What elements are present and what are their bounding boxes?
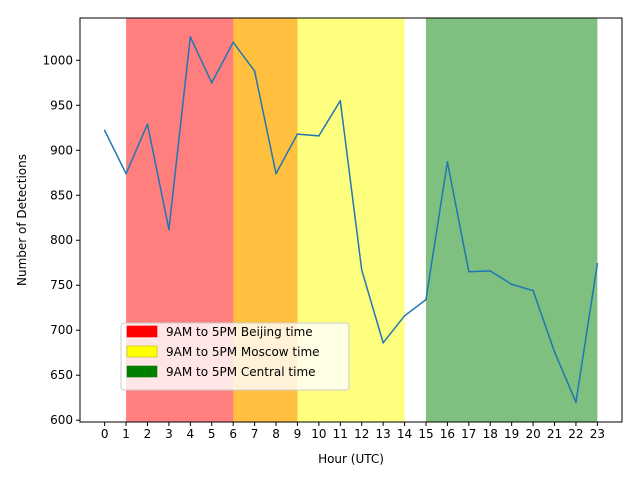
x-tick-label: 13 bbox=[375, 427, 390, 441]
data-point-11 bbox=[339, 99, 342, 102]
data-point-17 bbox=[468, 270, 470, 273]
x-tick-label: 16 bbox=[440, 427, 455, 441]
y-tick-label: 700 bbox=[50, 323, 73, 337]
y-tick-label: 750 bbox=[50, 278, 73, 292]
data-point-7 bbox=[253, 70, 256, 72]
data-point-0 bbox=[103, 129, 106, 132]
data-point-9 bbox=[296, 133, 299, 135]
legend-label-0: 9AM to 5PM Beijing time bbox=[166, 325, 313, 339]
x-tick-label: 18 bbox=[483, 427, 498, 441]
x-tick-label: 19 bbox=[504, 427, 519, 441]
x-tick-label: 20 bbox=[525, 427, 540, 441]
y-tick-label: 850 bbox=[50, 188, 73, 202]
legend-label-1: 9AM to 5PM Moscow time bbox=[166, 345, 320, 359]
y-tick-label: 650 bbox=[50, 368, 73, 382]
data-point-8 bbox=[275, 172, 277, 175]
x-tick-label: 17 bbox=[461, 427, 476, 441]
series-line-0 bbox=[103, 36, 599, 403]
data-point-18 bbox=[489, 270, 492, 272]
x-tick-label: 12 bbox=[354, 427, 369, 441]
legend-swatch-2 bbox=[126, 365, 158, 378]
data-point-20 bbox=[532, 289, 534, 292]
data-point-1 bbox=[125, 172, 127, 175]
data-point-19 bbox=[510, 283, 513, 286]
data-point-12 bbox=[360, 269, 363, 271]
data-point-16 bbox=[446, 161, 449, 163]
data-point-2 bbox=[146, 123, 149, 125]
x-tick-label: 14 bbox=[397, 427, 412, 441]
y-tick-label: 1000 bbox=[42, 53, 73, 67]
x-tick-label: 2 bbox=[144, 427, 152, 441]
data-point-3 bbox=[168, 228, 170, 231]
legend-swatch-0 bbox=[126, 325, 158, 338]
band-2 bbox=[425, 18, 598, 422]
y-tick-label: 950 bbox=[50, 98, 73, 112]
x-tick-label: 9 bbox=[294, 427, 302, 441]
y-axis-ticks: 600 650 700 750 800 850 900 950 1000 bbox=[42, 53, 80, 427]
data-point-14 bbox=[403, 315, 406, 317]
x-tick-label: 4 bbox=[187, 427, 195, 441]
legend-label-2: 9AM to 5PM Central time bbox=[166, 365, 316, 379]
x-tick-label: 15 bbox=[418, 427, 433, 441]
series-line-group bbox=[103, 36, 599, 404]
x-tick-label: 6 bbox=[229, 427, 237, 441]
y-tick-label: 600 bbox=[50, 413, 73, 427]
data-point-21 bbox=[553, 351, 556, 353]
legend-box bbox=[120, 322, 350, 391]
x-tick-label: 0 bbox=[101, 427, 109, 441]
x-tick-label: 1 bbox=[122, 427, 130, 441]
x-tick-label: 21 bbox=[547, 427, 562, 441]
plot-frame bbox=[79, 17, 623, 423]
legend-swatch-1 bbox=[126, 345, 158, 358]
data-point-13 bbox=[382, 342, 384, 344]
x-tick-label: 11 bbox=[333, 427, 348, 441]
data-point-10 bbox=[318, 135, 320, 137]
y-tick-label: 800 bbox=[50, 233, 73, 247]
x-tick-label: 5 bbox=[208, 427, 216, 441]
x-axis-ticks: 0 1 2 3 4 5 6 7 8 9 10 11 12 13 14 15 16 17 18 19 20 21 22 23 bbox=[101, 422, 605, 441]
y-axis-label: Number of Detections bbox=[15, 154, 29, 286]
x-axis-label: Hour (UTC) bbox=[318, 452, 384, 466]
data-point-23 bbox=[596, 262, 599, 265]
x-tick-label: 7 bbox=[251, 427, 259, 441]
data-point-15 bbox=[425, 298, 427, 301]
x-tick-label: 8 bbox=[272, 427, 280, 441]
data-point-5 bbox=[210, 81, 213, 84]
y-tick-label: 900 bbox=[50, 143, 73, 157]
x-tick-label: 3 bbox=[165, 427, 173, 441]
x-tick-label: 23 bbox=[590, 427, 605, 441]
data-point-4 bbox=[189, 36, 192, 38]
shaded-bands bbox=[126, 18, 598, 422]
data-point-6 bbox=[232, 41, 234, 44]
x-tick-label: 10 bbox=[311, 427, 326, 441]
data-point-22 bbox=[575, 401, 577, 404]
legend: 9AM to 5PM Beijing time 9AM to 5PM Moscow… bbox=[120, 322, 350, 391]
x-tick-label: 22 bbox=[568, 427, 583, 441]
